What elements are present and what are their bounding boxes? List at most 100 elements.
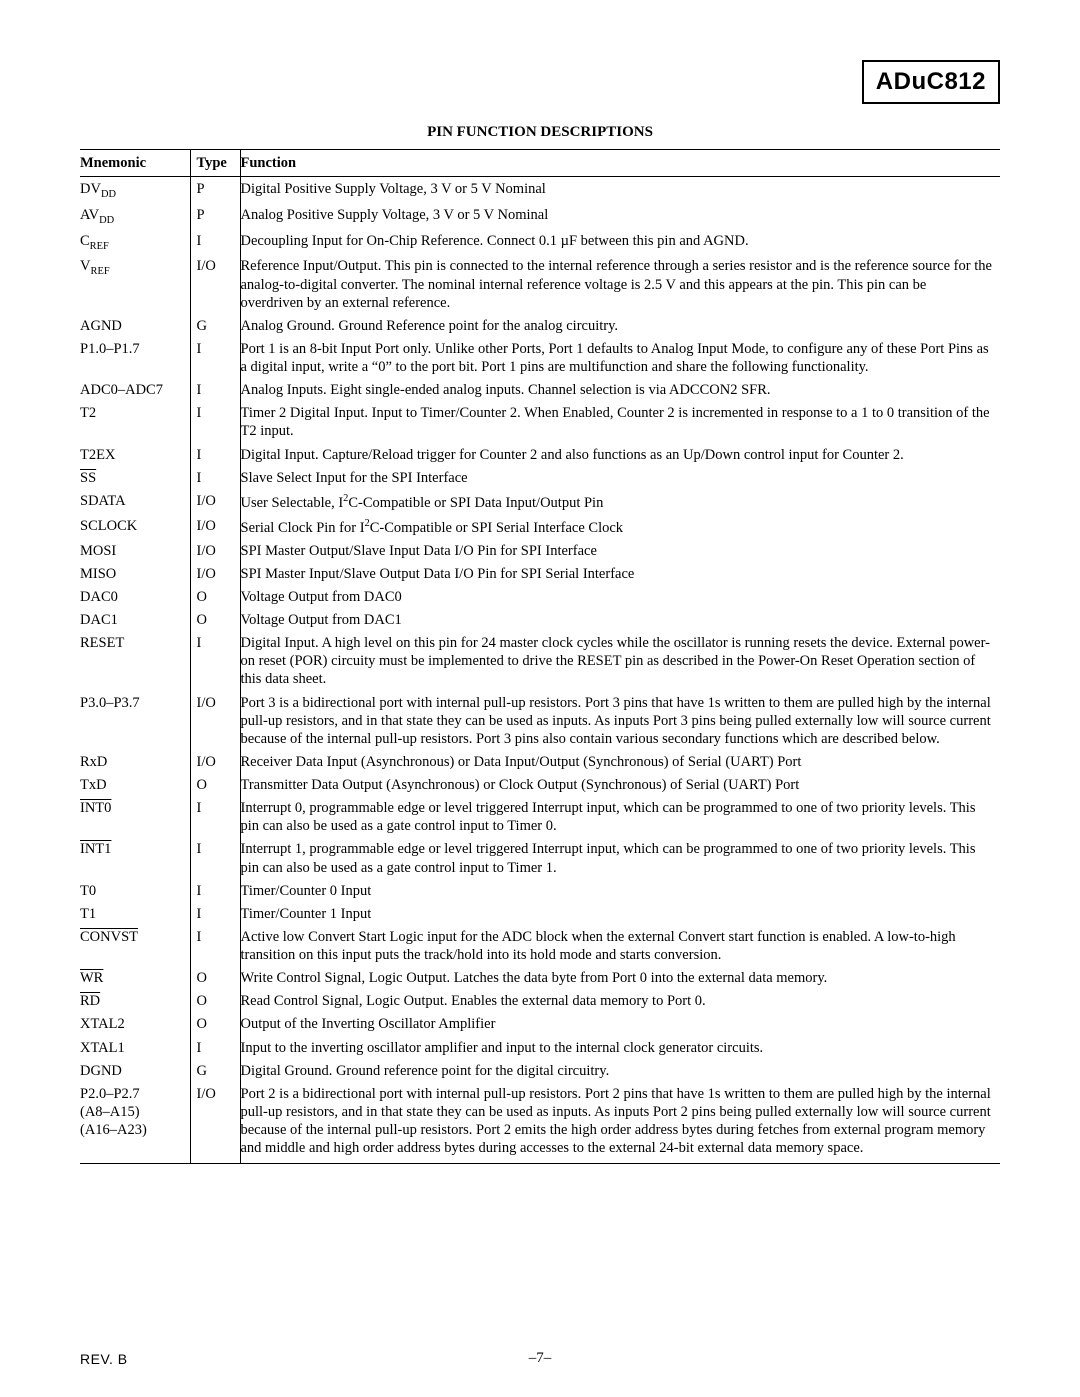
part-number-box: ADuC812 — [862, 60, 1000, 104]
cell-function: Interrupt 1, programmable edge or level … — [240, 838, 1000, 879]
cell-type: I — [190, 229, 240, 255]
cell-type: I — [190, 466, 240, 489]
cell-function: Slave Select Input for the SPI Interface — [240, 466, 1000, 489]
cell-function: Receiver Data Input (Asynchronous) or Da… — [240, 750, 1000, 773]
cell-mnemonic: P1.0–P1.7 — [80, 337, 190, 378]
cell-type: O — [190, 585, 240, 608]
cell-mnemonic: SS — [80, 466, 190, 489]
table-row: RxDI/OReceiver Data Input (Asynchronous)… — [80, 750, 1000, 773]
cell-function: Interrupt 0, programmable edge or level … — [240, 797, 1000, 838]
table-row: DGNDGDigital Ground. Ground reference po… — [80, 1059, 1000, 1082]
cell-mnemonic: RxD — [80, 750, 190, 773]
cell-function: Write Control Signal, Logic Output. Latc… — [240, 967, 1000, 990]
cell-function: Port 1 is an 8-bit Input Port only. Unli… — [240, 337, 1000, 378]
cell-mnemonic: AVDD — [80, 203, 190, 229]
cell-mnemonic: MISO — [80, 562, 190, 585]
cell-function: Decoupling Input for On-Chip Reference. … — [240, 229, 1000, 255]
cell-type: I/O — [190, 539, 240, 562]
section-title: PIN FUNCTION DESCRIPTIONS — [80, 124, 1000, 141]
cell-mnemonic: T2 — [80, 402, 190, 443]
table-header-row: Mnemonic Type Function — [80, 150, 1000, 177]
cell-type: P — [190, 177, 240, 203]
table-row: AVDDPAnalog Positive Supply Voltage, 3 V… — [80, 203, 1000, 229]
cell-mnemonic: DAC0 — [80, 585, 190, 608]
cell-mnemonic: DGND — [80, 1059, 190, 1082]
table-row: T0ITimer/Counter 0 Input — [80, 879, 1000, 902]
table-row: P2.0–P2.7(A8–A15)(A16–A23)I/OPort 2 is a… — [80, 1082, 1000, 1164]
table-row: XTAL1IInput to the inverting oscillator … — [80, 1036, 1000, 1059]
cell-mnemonic: DAC1 — [80, 609, 190, 632]
cell-mnemonic: DVDD — [80, 177, 190, 203]
cell-function: Analog Inputs. Eight single-ended analog… — [240, 379, 1000, 402]
cell-mnemonic: XTAL1 — [80, 1036, 190, 1059]
cell-function: Port 2 is a bidirectional port with inte… — [240, 1082, 1000, 1164]
cell-type: I/O — [190, 489, 240, 514]
part-number: ADuC812 — [876, 68, 986, 95]
revision-label: REV. B — [80, 1351, 128, 1367]
cell-function: Digital Input. A high level on this pin … — [240, 632, 1000, 691]
cell-mnemonic: RESET — [80, 632, 190, 691]
table-row: INT1IInterrupt 1, programmable edge or l… — [80, 838, 1000, 879]
cell-function: Transmitter Data Output (Asynchronous) o… — [240, 774, 1000, 797]
cell-type: I/O — [190, 514, 240, 539]
cell-type: I — [190, 879, 240, 902]
cell-function: User Selectable, I2C-Compatible or SPI D… — [240, 489, 1000, 514]
cell-function: Digital Input. Capture/Reload trigger fo… — [240, 443, 1000, 466]
cell-function: SPI Master Input/Slave Output Data I/O P… — [240, 562, 1000, 585]
cell-type: I/O — [190, 562, 240, 585]
cell-mnemonic: SCLOCK — [80, 514, 190, 539]
cell-function: Voltage Output from DAC1 — [240, 609, 1000, 632]
cell-type: I — [190, 337, 240, 378]
cell-mnemonic: MOSI — [80, 539, 190, 562]
table-row: CREFIDecoupling Input for On-Chip Refere… — [80, 229, 1000, 255]
table-row: MISOI/OSPI Master Input/Slave Output Dat… — [80, 562, 1000, 585]
cell-function: Digital Ground. Ground reference point f… — [240, 1059, 1000, 1082]
cell-type: I — [190, 902, 240, 925]
cell-function: Read Control Signal, Logic Output. Enabl… — [240, 990, 1000, 1013]
table-row: DAC0OVoltage Output from DAC0 — [80, 585, 1000, 608]
cell-type: O — [190, 609, 240, 632]
cell-type: I/O — [190, 691, 240, 750]
cell-function: Voltage Output from DAC0 — [240, 585, 1000, 608]
cell-mnemonic: VREF — [80, 255, 190, 314]
cell-function: Input to the inverting oscillator amplif… — [240, 1036, 1000, 1059]
cell-type: I/O — [190, 1082, 240, 1164]
table-row: DVDDPDigital Positive Supply Voltage, 3 … — [80, 177, 1000, 203]
cell-type: I/O — [190, 255, 240, 314]
cell-type: G — [190, 1059, 240, 1082]
header-function: Function — [240, 150, 1000, 177]
cell-function: Analog Ground. Ground Reference point fo… — [240, 314, 1000, 337]
header-mnemonic: Mnemonic — [80, 150, 190, 177]
page-number: –7– — [529, 1350, 552, 1367]
cell-mnemonic: CONVST — [80, 925, 190, 966]
cell-function: Reference Input/Output. This pin is conn… — [240, 255, 1000, 314]
cell-type: I — [190, 443, 240, 466]
cell-function: Digital Positive Supply Voltage, 3 V or … — [240, 177, 1000, 203]
table-row: T1ITimer/Counter 1 Input — [80, 902, 1000, 925]
cell-mnemonic: P3.0–P3.7 — [80, 691, 190, 750]
cell-mnemonic: INT0 — [80, 797, 190, 838]
cell-function: Timer/Counter 1 Input — [240, 902, 1000, 925]
table-row: DAC1OVoltage Output from DAC1 — [80, 609, 1000, 632]
cell-type: I — [190, 925, 240, 966]
cell-function: Timer 2 Digital Input. Input to Timer/Co… — [240, 402, 1000, 443]
cell-type: I — [190, 797, 240, 838]
table-row: T2EXIDigital Input. Capture/Reload trigg… — [80, 443, 1000, 466]
cell-mnemonic: T1 — [80, 902, 190, 925]
cell-function: Output of the Inverting Oscillator Ampli… — [240, 1013, 1000, 1036]
cell-type: P — [190, 203, 240, 229]
table-row: XTAL2OOutput of the Inverting Oscillator… — [80, 1013, 1000, 1036]
cell-type: G — [190, 314, 240, 337]
cell-mnemonic: SDATA — [80, 489, 190, 514]
table-row: WROWrite Control Signal, Logic Output. L… — [80, 967, 1000, 990]
cell-function: Analog Positive Supply Voltage, 3 V or 5… — [240, 203, 1000, 229]
table-row: RDORead Control Signal, Logic Output. En… — [80, 990, 1000, 1013]
cell-function: Port 3 is a bidirectional port with inte… — [240, 691, 1000, 750]
table-row: SCLOCKI/OSerial Clock Pin for I2C-Compat… — [80, 514, 1000, 539]
cell-type: I — [190, 632, 240, 691]
table-row: VREFI/OReference Input/Output. This pin … — [80, 255, 1000, 314]
table-row: INT0IInterrupt 0, programmable edge or l… — [80, 797, 1000, 838]
table-row: CONVSTIActive low Convert Start Logic in… — [80, 925, 1000, 966]
cell-type: O — [190, 1013, 240, 1036]
cell-mnemonic: ADC0–ADC7 — [80, 379, 190, 402]
